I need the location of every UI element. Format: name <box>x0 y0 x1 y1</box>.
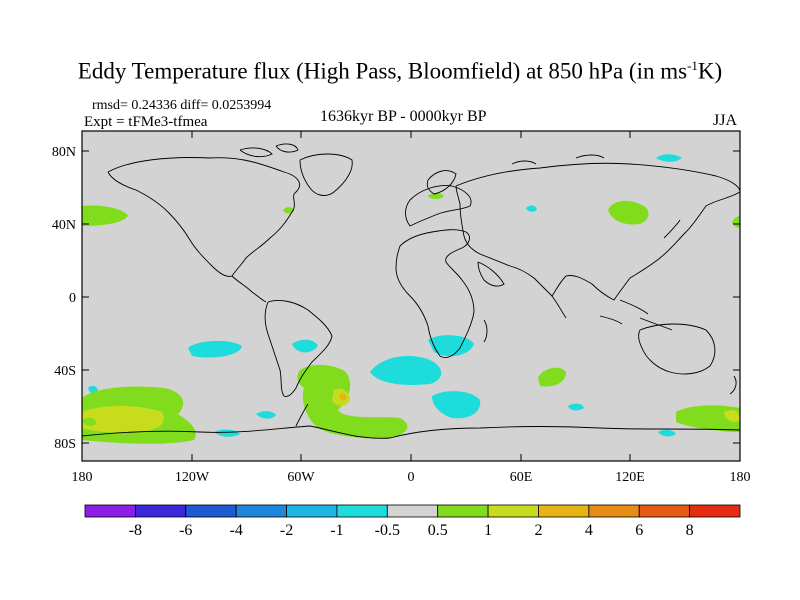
colorbar-swatch <box>487 504 539 518</box>
lat-label: 80N <box>52 145 76 160</box>
colorbar-labels: -8 -6 -4 -2 -1 -0.5 0.5 1 2 4 6 8 <box>129 522 694 539</box>
anomaly-patch-nw-pacific <box>608 200 649 225</box>
colorbar-swatch <box>185 504 237 518</box>
anomaly-patch-south-atlantic-ring <box>339 393 347 401</box>
anomaly-patch-greenland <box>656 154 682 162</box>
colorbar <box>84 504 741 518</box>
anomaly-patch-ross-sea <box>214 429 240 437</box>
colorbar-swatch <box>134 504 187 518</box>
colorbar-swatch <box>286 504 338 518</box>
colorbar-label: 1 <box>484 522 492 539</box>
lon-label: 0 <box>408 470 415 485</box>
anomaly-patch-north-pacific <box>82 205 128 226</box>
anomaly-patch-nw-pacific-small <box>732 216 740 228</box>
colorbar-swatch <box>588 504 640 518</box>
colorbar-swatch <box>235 504 287 518</box>
colorbar-label: 2 <box>534 522 542 539</box>
lat-ticks <box>82 150 740 444</box>
title-superscript: -1 <box>687 58 698 73</box>
lon-label: 120E <box>615 470 645 485</box>
lon-label: 180 <box>730 470 751 485</box>
colorbar-label: 8 <box>686 522 694 539</box>
stats-line: rmsd= 0.24336 diff= 0.0253994 <box>92 98 272 113</box>
colorbar-swatch <box>84 504 136 518</box>
lat-label: 40N <box>52 218 76 233</box>
anomaly-patch-europe-cyan <box>526 205 537 212</box>
anomaly-patch-baltic <box>428 193 444 199</box>
anomaly-patch-south-america-east <box>292 339 318 353</box>
plot-title: Eddy Temperature flux (High Pass, Bloomf… <box>0 58 800 85</box>
map-background <box>82 131 740 461</box>
colorbar-label: -6 <box>179 522 192 539</box>
anomaly-patch-south-atlantic <box>188 340 242 358</box>
anomaly-patch-sw-pacific <box>256 411 276 419</box>
period-label: 1636kyr BP - 0000kyr BP <box>320 108 487 125</box>
colorbar-label: -4 <box>229 522 242 539</box>
anomaly-patch-south-indian-east <box>676 405 740 432</box>
title-tail: K) <box>697 58 723 84</box>
title-text: Eddy Temperature flux (High Pass, Bloomf… <box>77 58 688 84</box>
anomaly-patch-southern-ocean <box>370 356 442 385</box>
colorbar-swatch <box>538 504 590 518</box>
anomaly-patch-south-indian-green <box>538 367 566 387</box>
colorbar-label: -2 <box>280 522 293 539</box>
anomaly-patch-north-atlantic <box>283 207 294 214</box>
anomaly-patch-east-antarctic <box>658 429 676 437</box>
colorbar-swatch <box>336 504 388 518</box>
lon-label: 180 <box>72 470 93 485</box>
colorbar-swatch <box>638 504 691 518</box>
anomaly-patch-south-pacific-core <box>82 406 164 433</box>
colorbar-swatch <box>386 504 439 518</box>
lat-label: 0 <box>69 291 76 306</box>
colorbar-label: -0.5 <box>375 522 400 539</box>
experiment-label: Expt = tFMe3-tfmea <box>84 114 208 130</box>
lat-label: 40S <box>54 364 76 379</box>
colorbar-label: 4 <box>585 522 593 539</box>
anomaly-patch-south-indian-east-core <box>724 410 740 422</box>
season-label: JJA <box>713 112 738 129</box>
lon-label: 60E <box>510 470 533 485</box>
colorbar-label: 0.5 <box>428 522 448 539</box>
lon-ticks <box>81 131 741 461</box>
colorbar-swatch <box>437 504 489 518</box>
anomaly-layer <box>82 143 740 444</box>
lon-labels: 180 120W 60W 0 60E 120E 180 <box>72 470 751 485</box>
lon-label: 120W <box>175 470 210 485</box>
anomaly-patch-west-pacific-small <box>82 417 96 427</box>
colorbar-label: -1 <box>330 522 343 539</box>
colorbar-swatch <box>689 504 741 518</box>
anomaly-patch-south-atlantic-green <box>297 364 408 439</box>
lat-label: 80S <box>54 437 76 452</box>
lat-labels: 80N 40N 0 40S 80S <box>52 145 76 452</box>
lon-label: 60W <box>287 470 315 485</box>
anomaly-patch-south-indian-small <box>568 403 584 411</box>
anomaly-patch-south-africa <box>428 335 474 357</box>
anomaly-patch-southern-indian <box>432 391 481 419</box>
coastlines <box>82 143 740 439</box>
colorbar-label: -8 <box>129 522 142 539</box>
colorbar-label: 6 <box>635 522 643 539</box>
